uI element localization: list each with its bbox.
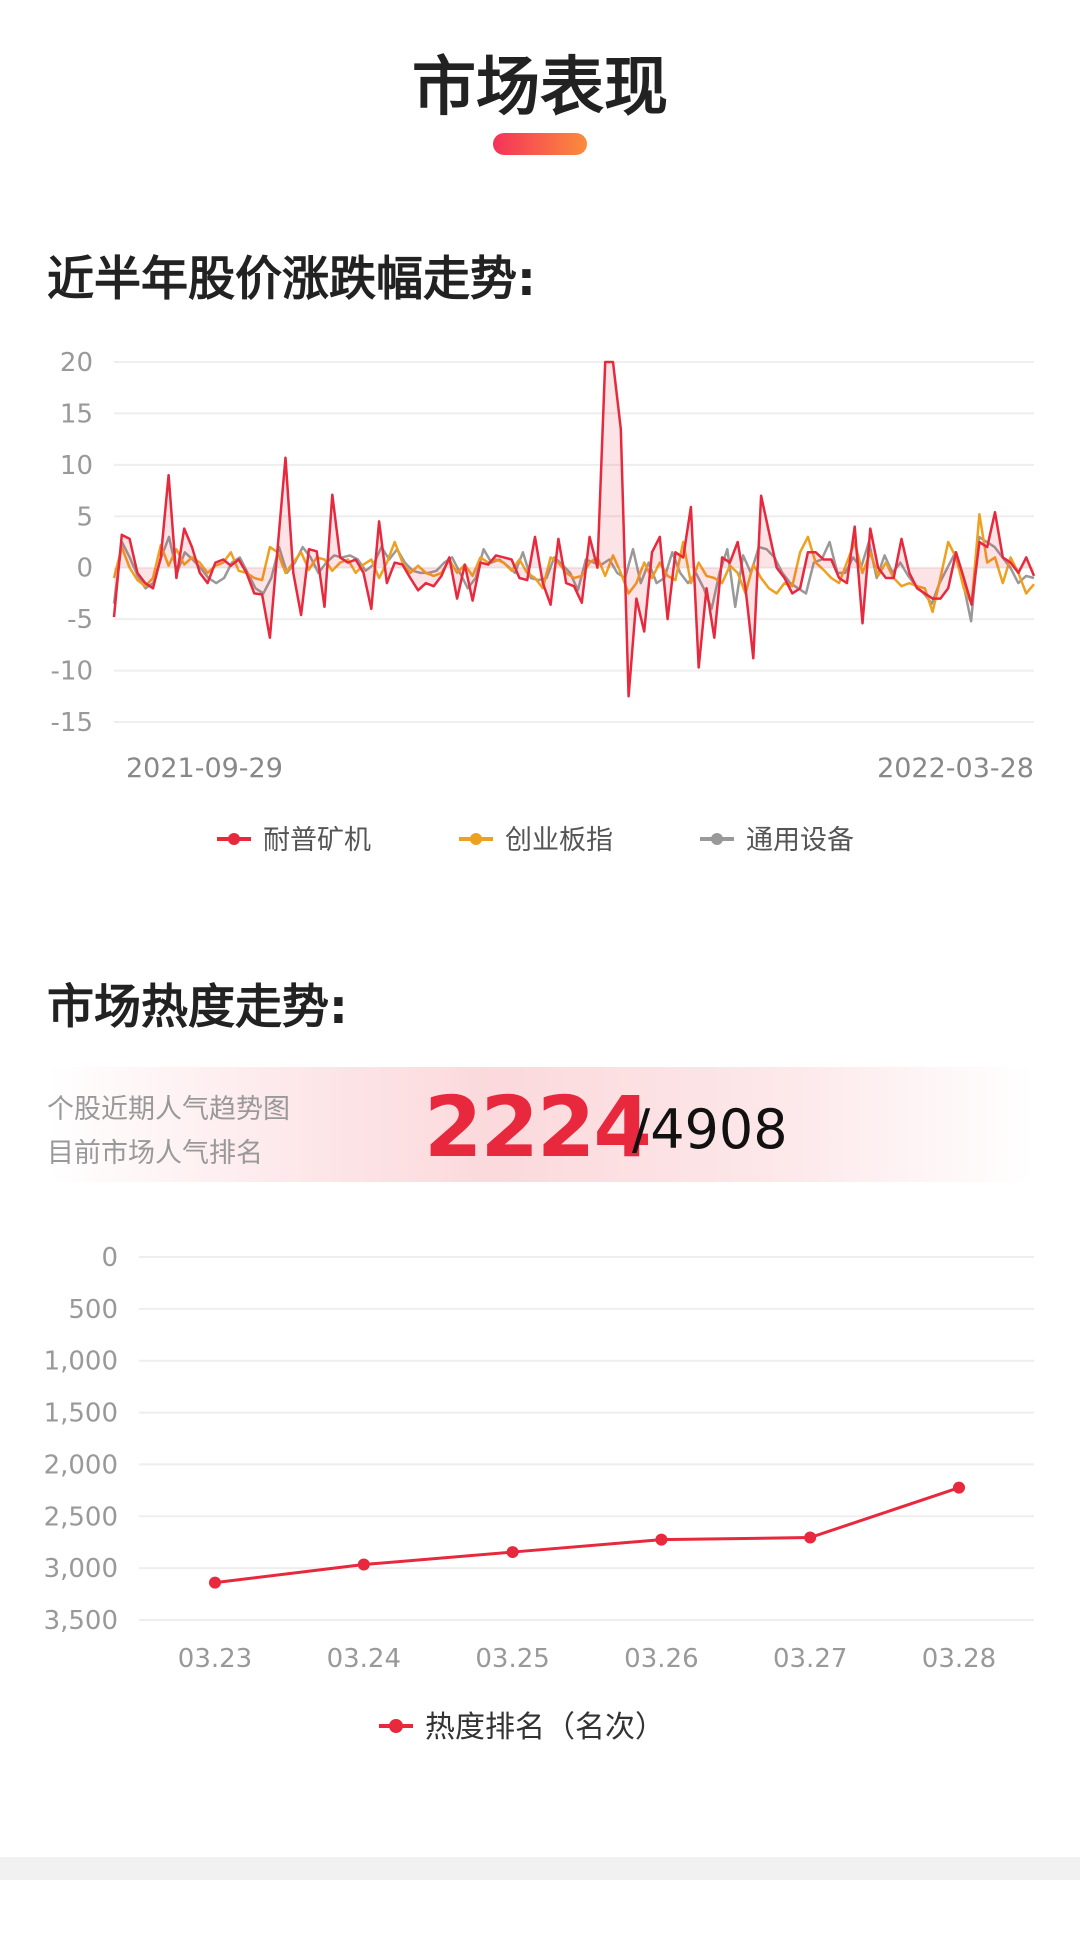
series-line-2: [112, 535, 1035, 623]
data-point: [804, 1531, 817, 1544]
data-point: [953, 1481, 965, 1494]
x-tick-label: 03.28: [922, 1644, 996, 1674]
legend-label: 耐普矿机: [263, 825, 371, 856]
x-end-label: 2022-03-28: [877, 753, 1034, 784]
y-tick-label: 20: [60, 348, 93, 378]
title-underline: [493, 133, 587, 155]
data-point: [209, 1576, 221, 1589]
y-tick-label: -5: [67, 605, 93, 635]
y-tick-label: 2,500: [44, 1502, 118, 1532]
x-tick-label: 03.23: [178, 1644, 252, 1674]
x-tick-label: 03.24: [327, 1644, 401, 1674]
banner-subtitle: 个股近期人气趋势图: [47, 1094, 290, 1125]
legend-label: 通用设备: [746, 825, 854, 856]
banner-label: 目前市场人气排名: [47, 1138, 263, 1169]
section-title-price-trend: 近半年股价涨跌幅走势:: [47, 252, 536, 307]
legend-label: 创业板指: [505, 825, 613, 856]
series-line: [214, 1486, 960, 1585]
y-tick-label: 15: [60, 399, 93, 429]
y-tick-label: 3,000: [44, 1554, 118, 1584]
x-tick-label: 03.27: [773, 1644, 847, 1674]
page-title: 市场表现: [412, 51, 668, 125]
data-point: [357, 1558, 370, 1571]
x-start-label: 2021-09-29: [126, 753, 283, 784]
y-tick-label: 0: [76, 554, 93, 584]
section-title-heat-trend: 市场热度走势:: [47, 980, 348, 1035]
y-tick-label: 500: [68, 1295, 118, 1325]
y-tick-label: 5: [76, 502, 93, 532]
data-point: [506, 1546, 519, 1559]
y-tick-label: 1,000: [44, 1347, 118, 1377]
legend-marker-dot: [389, 1719, 403, 1733]
rank-total: /4908: [632, 1098, 788, 1161]
y-tick-label: 2,000: [44, 1450, 118, 1480]
legend-marker-dot: [470, 833, 482, 845]
data-point: [655, 1533, 668, 1546]
legend-marker-dot: [711, 833, 723, 845]
y-tick-label: -10: [51, 657, 93, 687]
series-area-0: [114, 362, 1034, 697]
y-tick-label: 3,500: [44, 1606, 118, 1636]
x-tick-label: 03.25: [475, 1644, 549, 1674]
y-tick-label: 0: [101, 1243, 118, 1273]
series-line-0: [112, 360, 1036, 698]
rank-value: 2224: [424, 1078, 652, 1176]
y-tick-label: -15: [51, 708, 93, 738]
x-tick-label: 03.26: [624, 1644, 698, 1674]
rank-banner: [47, 1067, 1034, 1182]
legend-label: 热度排名（名次）: [425, 1710, 665, 1745]
y-tick-label: 1,500: [44, 1399, 118, 1429]
legend-marker-dot: [228, 833, 240, 845]
y-tick-label: 10: [60, 451, 93, 481]
bottom-divider: [0, 1857, 1080, 1880]
